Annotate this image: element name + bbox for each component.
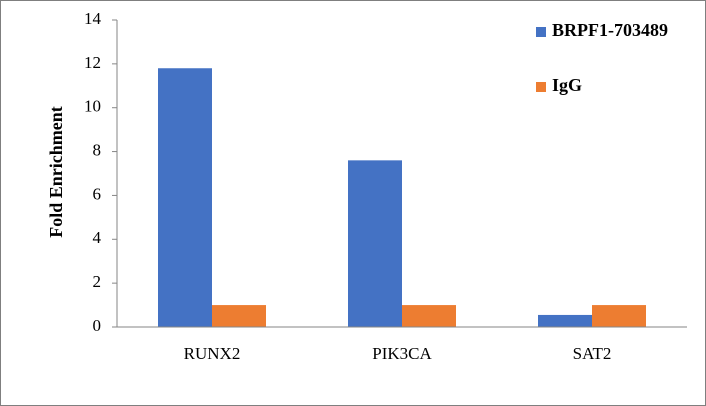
y-axis-title: Fold Enrichment	[46, 106, 66, 238]
y-tick-label: 0	[93, 316, 102, 335]
legend-label: BRPF1-703489	[552, 20, 668, 40]
bar	[592, 305, 646, 327]
x-tick-label: RUNX2	[184, 344, 241, 363]
y-tick-label: 2	[93, 272, 102, 291]
legend-swatch	[536, 27, 546, 37]
legend-label: IgG	[552, 75, 582, 95]
y-tick-label: 8	[93, 140, 102, 159]
legend-swatch	[536, 82, 546, 92]
x-tick-label: PIK3CA	[372, 344, 432, 363]
x-tick-label: SAT2	[573, 344, 612, 363]
bar	[402, 305, 456, 327]
y-tick-label: 12	[84, 53, 101, 72]
y-tick-label: 6	[93, 184, 102, 203]
bar	[212, 305, 266, 327]
y-tick-label: 14	[84, 9, 102, 28]
y-tick-label: 10	[84, 97, 101, 116]
bar	[538, 314, 592, 327]
bar	[158, 68, 212, 327]
bar	[348, 160, 402, 327]
y-tick-label: 4	[93, 228, 102, 247]
